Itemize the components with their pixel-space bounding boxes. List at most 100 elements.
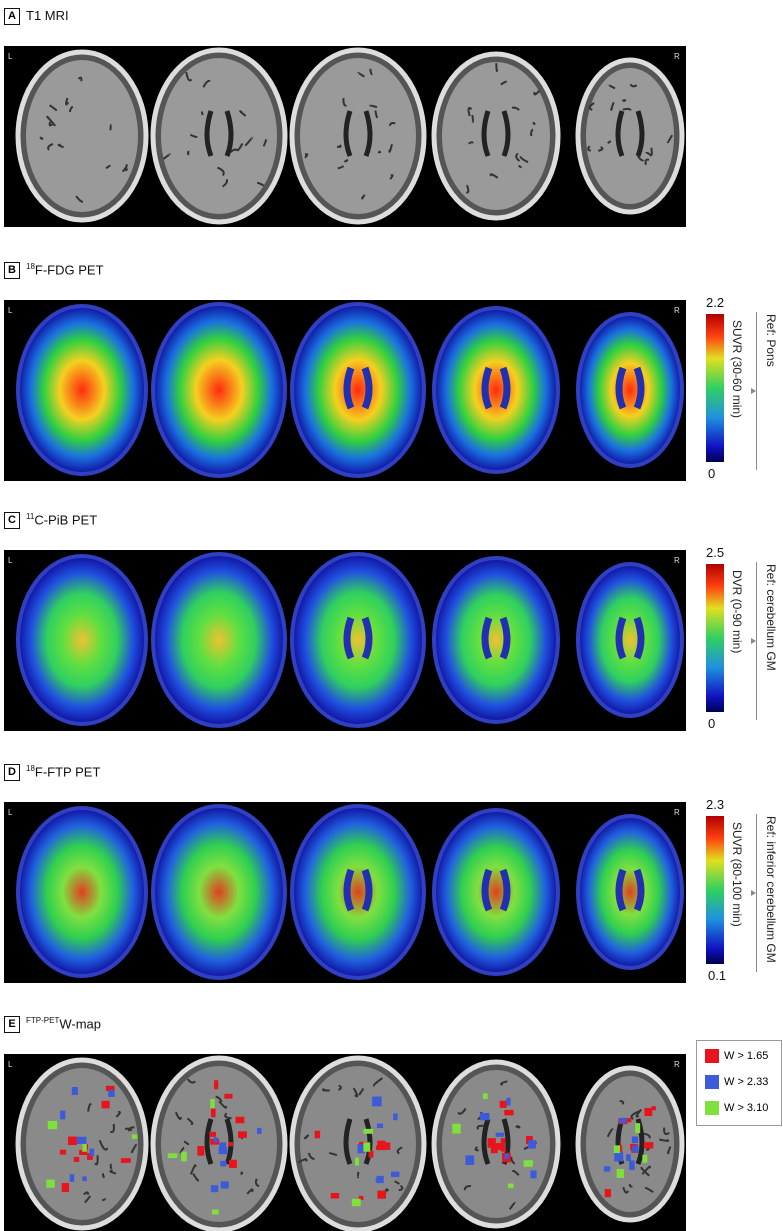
- w-map-cluster: [465, 1155, 474, 1165]
- w-map-cluster: [452, 1124, 460, 1134]
- pet-slice: [292, 554, 424, 726]
- w-map-cluster: [352, 1199, 361, 1206]
- w-map-cluster: [506, 1098, 510, 1106]
- pet-slice: [153, 304, 285, 476]
- w-map-cluster: [617, 1169, 624, 1178]
- brain-slices: [4, 1054, 686, 1231]
- w-map-cluster: [212, 1209, 219, 1214]
- w-map-cluster: [376, 1178, 381, 1182]
- w-map-cluster: [377, 1191, 386, 1199]
- w-map-cluster: [605, 1189, 611, 1197]
- brain-tissue: [26, 1068, 138, 1220]
- w-map-cluster: [229, 1160, 237, 1168]
- legend-label: W > 1.65: [724, 1050, 768, 1062]
- colorbar-label: DVR (0-90 min): [730, 570, 744, 653]
- reference-line: [756, 814, 757, 972]
- pet-slice: [434, 558, 558, 722]
- legend-label: W > 3.10: [724, 1102, 768, 1114]
- panel-title: 11C-PiB PET: [26, 512, 97, 527]
- sulcus: [659, 1140, 668, 1141]
- w-map-cluster: [60, 1150, 66, 1155]
- w-map-cluster: [62, 1183, 69, 1192]
- w-map-cluster: [480, 1113, 490, 1120]
- w-map-cluster: [60, 1111, 65, 1120]
- w-map-cluster: [211, 1109, 216, 1118]
- title-text: F-FTP PET: [35, 764, 100, 779]
- w-map-cluster: [508, 1184, 514, 1189]
- w-map-cluster: [70, 1174, 74, 1182]
- w-map-cluster: [213, 1137, 217, 1142]
- w-map-cluster: [108, 1090, 114, 1097]
- w-map-cluster: [257, 1128, 262, 1134]
- colorbar-label: SUVR (30-60 min): [730, 320, 744, 418]
- panel-letter: D: [4, 764, 20, 781]
- w-map-cluster: [224, 1094, 232, 1099]
- w-map-cluster: [619, 1118, 627, 1123]
- sulcus: [41, 138, 44, 140]
- legend-item: W > 1.65: [705, 1049, 768, 1063]
- reference-label: Ref: Pons: [764, 314, 778, 367]
- w-map-cluster: [214, 1080, 218, 1089]
- sulcus: [472, 115, 473, 122]
- pet-slice: [18, 306, 146, 474]
- pet-slice: [18, 556, 146, 724]
- colorbar-min: 0: [708, 716, 715, 731]
- panel-letter: E: [4, 1016, 20, 1033]
- w-map-cluster: [74, 1157, 79, 1162]
- title-superscript: 18: [26, 764, 35, 773]
- sulcus: [623, 100, 626, 101]
- w-map-cluster: [238, 1131, 247, 1138]
- w-map-cluster: [46, 1180, 54, 1188]
- w-map-cluster: [626, 1154, 631, 1161]
- sulcus: [241, 1172, 242, 1174]
- panel-letter: B: [4, 262, 20, 279]
- w-map-cluster: [614, 1152, 623, 1162]
- title-text: W-map: [59, 1016, 101, 1031]
- brain-tissue: [161, 58, 277, 214]
- w-map-cluster: [644, 1142, 654, 1148]
- w-map-cluster: [210, 1099, 214, 1108]
- w-map-cluster: [483, 1093, 488, 1099]
- w-map-cluster: [102, 1101, 110, 1109]
- pet-slice: [434, 308, 558, 472]
- pet-slice: [153, 554, 285, 726]
- w-map-cluster: [219, 1147, 228, 1154]
- w-map-cluster: [377, 1124, 383, 1129]
- colorbar: [706, 816, 724, 964]
- pet-slice: [292, 304, 424, 476]
- w-map-cluster: [496, 1133, 504, 1137]
- w-map-cluster: [77, 1137, 86, 1144]
- pet-slice: [578, 564, 682, 716]
- sulcus: [202, 112, 203, 115]
- w-map-cluster: [500, 1101, 507, 1108]
- title-superscript: 18: [26, 262, 35, 271]
- sulcus: [516, 1126, 520, 1128]
- pet-slice: [18, 808, 146, 976]
- w-map-cluster: [632, 1145, 638, 1152]
- w-map-cluster: [604, 1166, 610, 1171]
- w-map-cluster: [501, 1138, 506, 1143]
- sulcus: [496, 63, 497, 71]
- w-map-cluster: [632, 1136, 638, 1143]
- reference-arrow: [751, 388, 756, 394]
- w-map-cluster: [72, 1087, 78, 1095]
- w-map-cluster: [89, 1149, 94, 1157]
- brain-tissue: [300, 1066, 416, 1222]
- brain-tissue: [586, 68, 674, 204]
- brain-tissue: [300, 58, 416, 214]
- w-map-cluster: [528, 1140, 536, 1148]
- w-map-cluster: [504, 1154, 509, 1160]
- w-map-cluster: [48, 1121, 57, 1129]
- w-map-cluster: [530, 1170, 536, 1178]
- colorbar-label: SUVR (80-100 min): [730, 822, 744, 927]
- brain-slices: [4, 550, 686, 731]
- w-map-cluster: [181, 1152, 187, 1162]
- title-text: F-FDG PET: [35, 262, 104, 277]
- legend-swatch: [705, 1049, 719, 1063]
- colorbar-min: 0.1: [708, 968, 726, 983]
- pet-slice: [578, 816, 682, 968]
